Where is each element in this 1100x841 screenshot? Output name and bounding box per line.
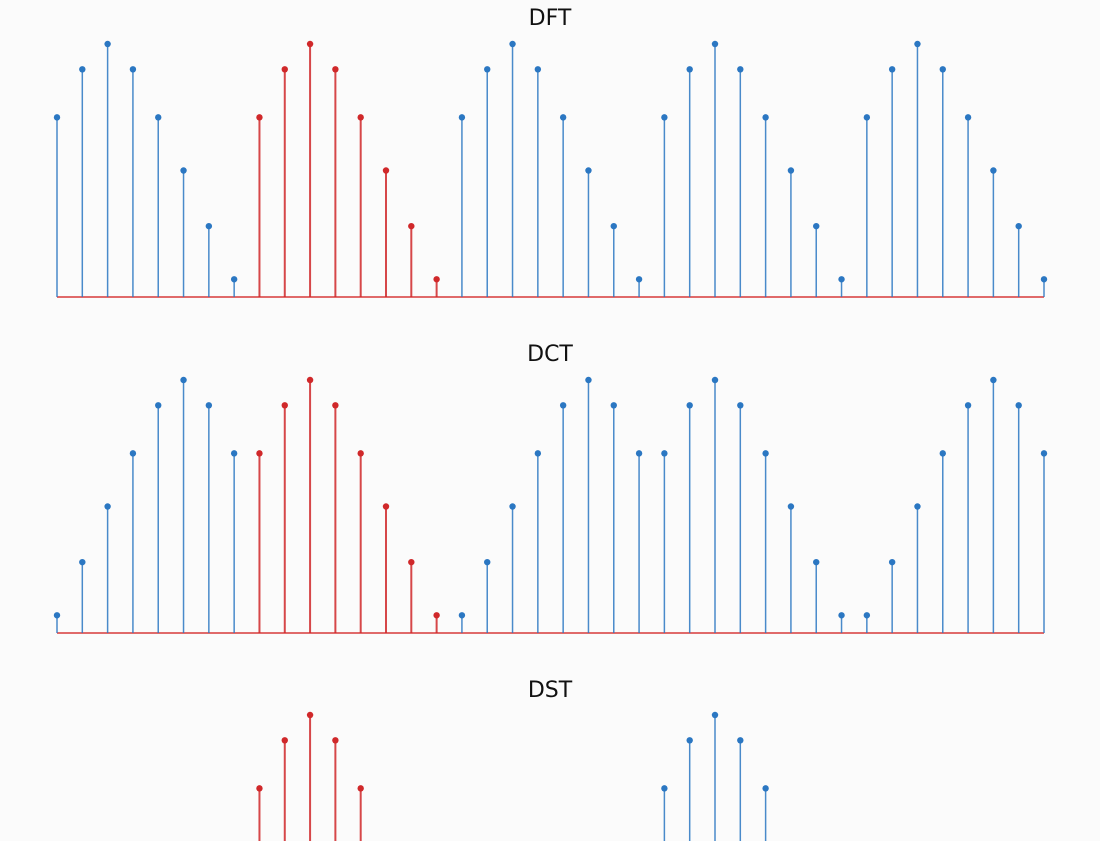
dft-marker-18 [509, 40, 516, 48]
dft-marker-38 [1015, 222, 1022, 230]
dct-marker-34 [914, 503, 921, 510]
dst-marker-28 [762, 785, 769, 792]
dct-marker-22 [610, 402, 617, 409]
dft-marker-28 [762, 114, 769, 121]
dct-marker-27 [737, 402, 744, 409]
dft-marker-35 [939, 66, 946, 73]
dst-marker-9 [281, 737, 288, 744]
dst-marker-11 [332, 737, 339, 744]
dst-marker-12 [357, 785, 364, 792]
dct-marker-18 [509, 503, 516, 510]
dft-marker-10 [306, 40, 314, 48]
dct-marker-38 [1015, 402, 1022, 409]
dct-marker-25 [686, 402, 693, 409]
dct-marker-24 [661, 450, 668, 457]
dft-marker-39 [1040, 276, 1048, 283]
dst-marker-25 [686, 737, 693, 744]
dct-marker-29 [787, 503, 795, 510]
dct-marker-0 [53, 612, 61, 619]
dst-marker-27 [737, 737, 744, 744]
dft-marker-15 [433, 276, 440, 283]
dct-marker-37 [990, 376, 997, 384]
dct-marker-30 [813, 558, 820, 566]
dft-marker-8 [256, 114, 263, 121]
dft-marker-2 [104, 40, 111, 48]
dct-marker-11 [332, 402, 339, 409]
dct-marker-9 [281, 402, 288, 409]
dct-marker-32 [863, 612, 871, 619]
dft-marker-34 [914, 40, 921, 48]
dft-marker-36 [964, 114, 972, 121]
dct-marker-6 [205, 402, 213, 409]
dct-marker-33 [888, 558, 896, 566]
dct-marker-36 [964, 402, 972, 409]
dst-marker-26 [711, 711, 719, 719]
dft-marker-33 [888, 66, 896, 73]
dct-marker-4 [155, 402, 162, 409]
dft-marker-11 [332, 66, 339, 73]
dft-marker-32 [863, 114, 871, 121]
dft-marker-20 [559, 114, 567, 121]
dft-marker-37 [990, 167, 997, 174]
dct-marker-8 [256, 450, 263, 457]
dft-marker-12 [357, 114, 364, 121]
dct-marker-35 [939, 450, 946, 457]
dct-marker-1 [79, 558, 86, 566]
dft-marker-17 [484, 66, 491, 73]
dft-marker-14 [408, 222, 415, 230]
dct-marker-31 [838, 612, 845, 619]
dft-marker-24 [661, 114, 668, 121]
dct-marker-20 [559, 402, 567, 409]
dft-marker-3 [129, 66, 137, 73]
dft-marker-26 [711, 40, 719, 48]
dct-marker-7 [230, 450, 238, 457]
dft-marker-1 [79, 66, 86, 73]
dft-marker-16 [458, 114, 466, 121]
dct-marker-10 [306, 376, 314, 384]
dft-marker-22 [610, 222, 617, 230]
dft-marker-29 [787, 167, 795, 174]
dct-marker-28 [762, 450, 769, 457]
dct-marker-3 [129, 450, 137, 457]
dft-marker-25 [686, 66, 693, 73]
dft-marker-7 [230, 276, 238, 283]
dft-title: DFT [529, 6, 572, 31]
dct-marker-13 [382, 503, 390, 510]
dft-marker-4 [155, 114, 162, 121]
dct-marker-12 [357, 450, 364, 457]
dft-marker-31 [838, 276, 845, 283]
dft-marker-30 [813, 222, 820, 230]
dct-marker-16 [458, 612, 466, 619]
dct-marker-21 [585, 376, 592, 384]
dft-marker-23 [635, 276, 643, 283]
dct-marker-15 [433, 612, 440, 619]
dft-marker-21 [585, 167, 592, 174]
dst-marker-24 [661, 785, 668, 792]
dst-marker-10 [306, 711, 314, 719]
dct-marker-23 [635, 450, 643, 457]
dft-marker-19 [534, 66, 542, 73]
dct-marker-26 [711, 376, 719, 384]
dft-marker-27 [737, 66, 744, 73]
dft-marker-6 [205, 222, 213, 230]
dft-marker-0 [53, 114, 61, 121]
dct-marker-14 [408, 558, 415, 566]
dst-marker-8 [256, 785, 263, 792]
dct-marker-19 [534, 450, 542, 457]
dft-marker-13 [382, 167, 390, 174]
dft-marker-5 [180, 167, 187, 174]
dct-marker-17 [484, 558, 491, 566]
dct-marker-2 [104, 503, 111, 510]
dct-marker-5 [180, 376, 187, 384]
dst-title: DST [528, 678, 573, 703]
dct-title: DCT [527, 342, 573, 367]
dct-marker-39 [1040, 450, 1048, 457]
dft-marker-9 [281, 66, 288, 73]
